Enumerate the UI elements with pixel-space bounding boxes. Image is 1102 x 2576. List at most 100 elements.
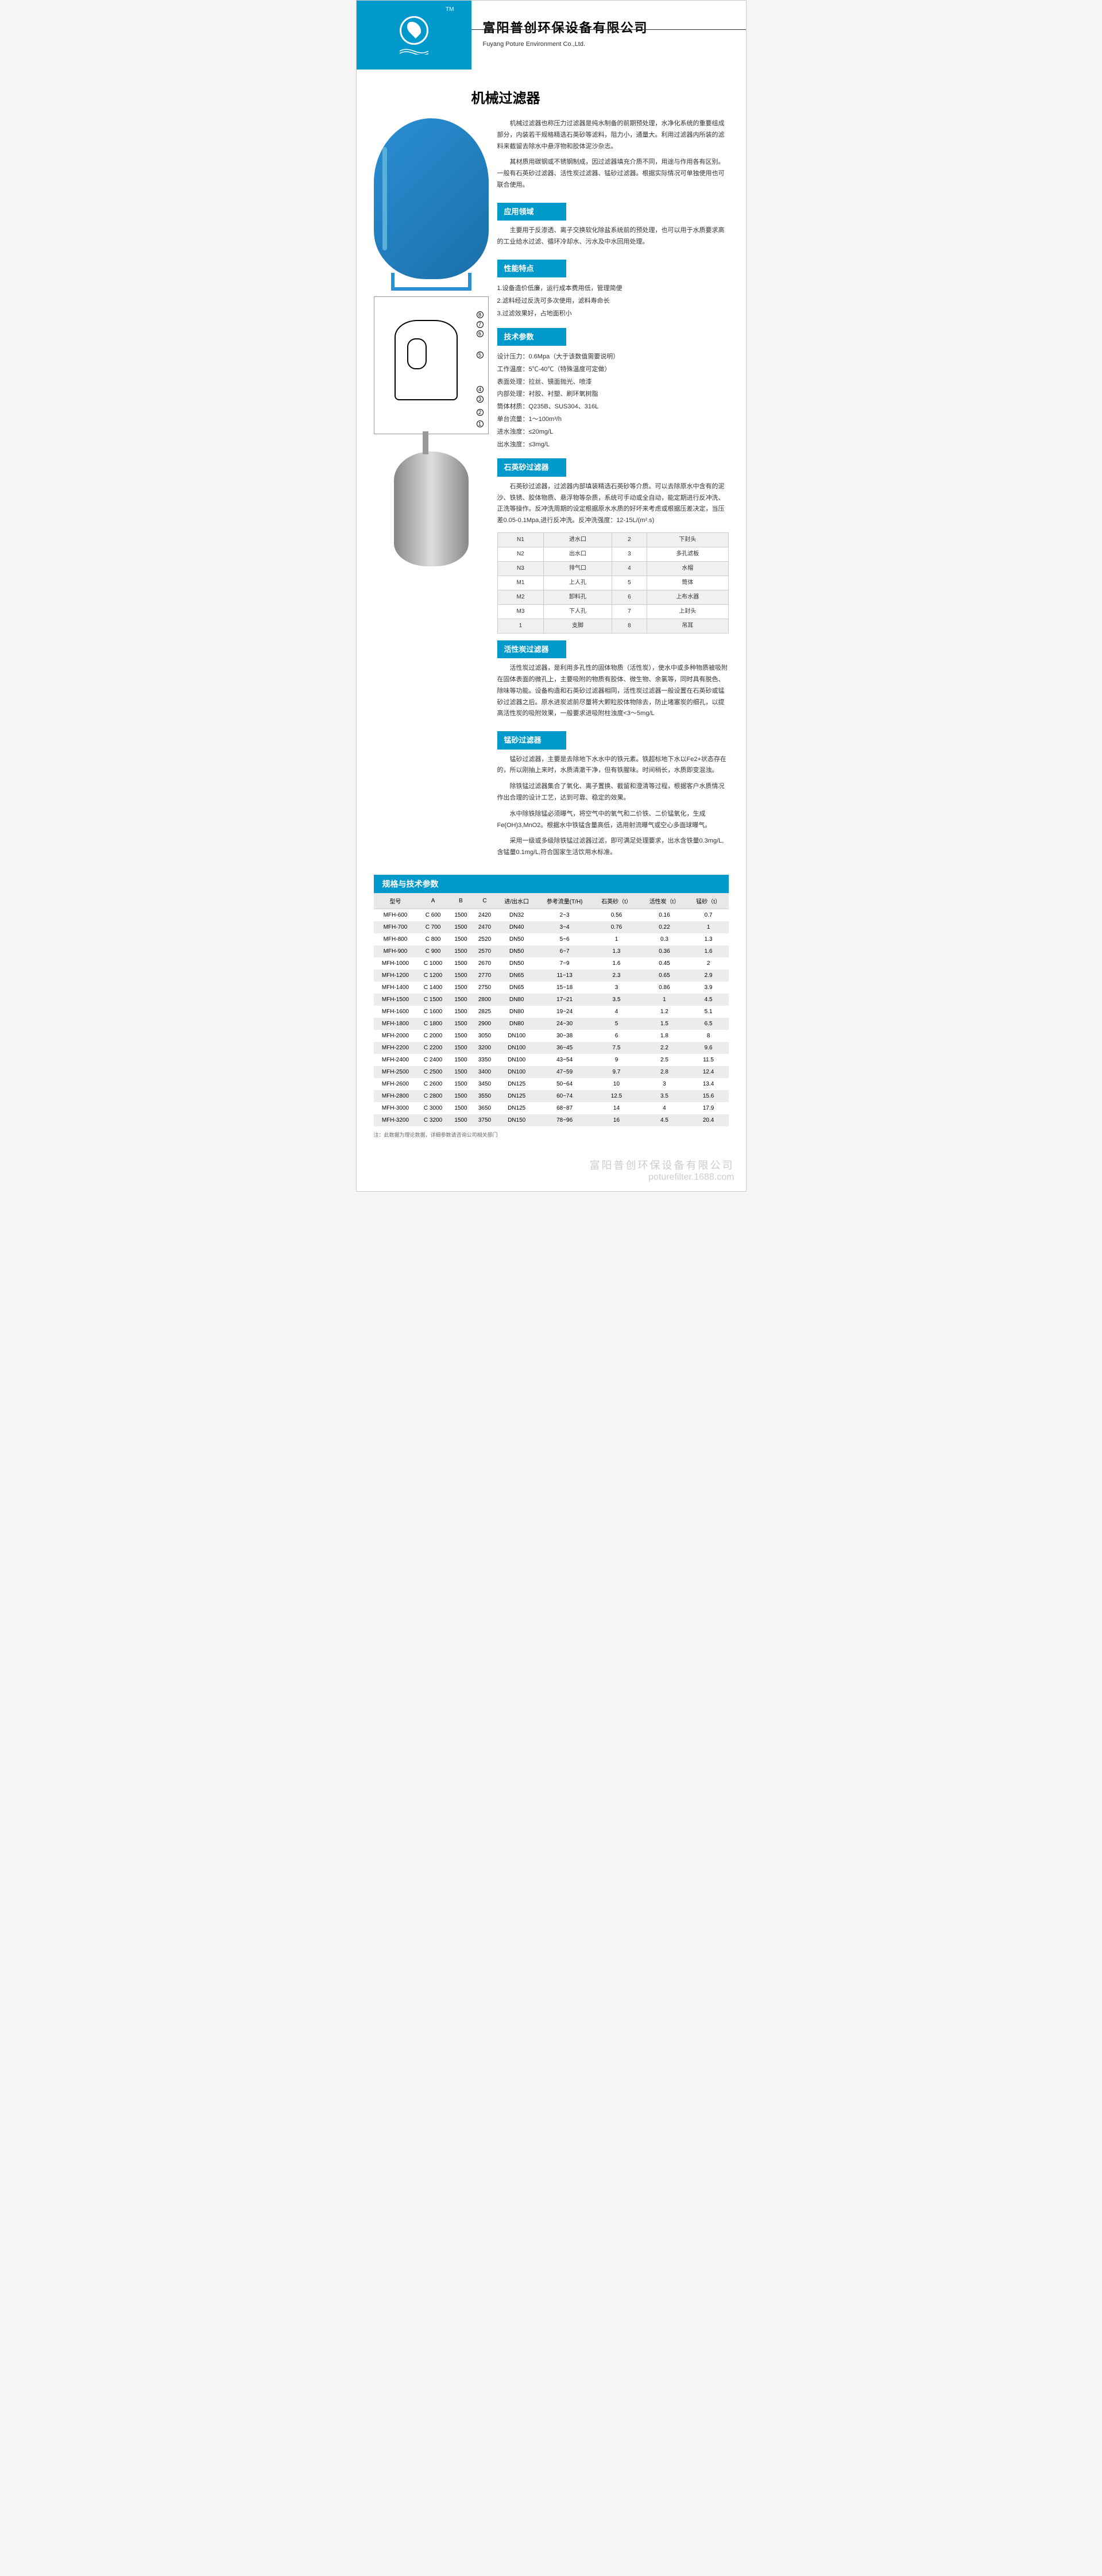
specs-cell: 2900 bbox=[473, 1018, 497, 1030]
specs-cell: 47~59 bbox=[537, 1066, 593, 1078]
specs-cell: 13.4 bbox=[689, 1078, 729, 1090]
ports-cell: 8 bbox=[612, 619, 647, 633]
specs-cell: 2420 bbox=[473, 909, 497, 922]
ports-cell: 下人孔 bbox=[544, 604, 612, 619]
specs-cell: MFH-2600 bbox=[374, 1078, 417, 1090]
technical-diagram: 8 7 6 5 4 3 2 1 bbox=[374, 296, 489, 434]
specs-row: MFH-1600C 160015002825DN8019~2441.25.1 bbox=[374, 1006, 729, 1018]
specs-cell: 1 bbox=[640, 994, 688, 1006]
specs-cell: 1500 bbox=[449, 1066, 473, 1078]
specs-cell: 1500 bbox=[449, 1102, 473, 1114]
specs-cell: C 3000 bbox=[417, 1102, 448, 1114]
specs-cell: C 1500 bbox=[417, 994, 448, 1006]
specs-cell: 1500 bbox=[449, 909, 473, 922]
specs-cell: DN125 bbox=[497, 1078, 537, 1090]
content-area: 机械过滤器 8 7 6 5 4 3 2 1 bbox=[357, 69, 746, 1154]
ports-cell: 吊耳 bbox=[647, 619, 728, 633]
section-text: 活性炭过滤器，是利用多孔性的固体物质（活性炭），使水中或多种物质被吸附在固体表面… bbox=[497, 663, 729, 720]
specs-cell: C 900 bbox=[417, 945, 448, 957]
specs-header-cell: 参考流量(T/H) bbox=[537, 893, 593, 909]
tech-param-line: 工作温度：5℃-40℃（特殊温度可定做） bbox=[497, 364, 729, 376]
section-text: 除铁锰过滤器集合了氧化、离子置换、截留和澄清等过程，根据客户水质情况作出合理的设… bbox=[497, 781, 729, 804]
specs-cell: 10 bbox=[593, 1078, 640, 1090]
intro-paragraph: 其材质用碳钢或不锈钢制成，因过滤器填充介质不同，用途与作用各有区别。一般有石英砂… bbox=[497, 157, 729, 191]
ports-row: M2卸料孔6上布水器 bbox=[497, 590, 728, 604]
diagram-callout: 4 bbox=[477, 386, 484, 393]
specs-cell: 1.3 bbox=[593, 945, 640, 957]
specs-cell: 12.5 bbox=[593, 1090, 640, 1102]
ports-cell: 卸料孔 bbox=[544, 590, 612, 604]
ports-cell: 出水口 bbox=[544, 547, 612, 561]
ports-cell: 3 bbox=[612, 547, 647, 561]
specs-cell: 3450 bbox=[473, 1078, 497, 1090]
specs-cell: 4 bbox=[593, 1006, 640, 1018]
specs-cell: 2520 bbox=[473, 933, 497, 945]
specs-cell: 11~13 bbox=[537, 970, 593, 982]
specs-cell: 9 bbox=[593, 1054, 640, 1066]
specs-cell: 17~21 bbox=[537, 994, 593, 1006]
specs-cell: 3 bbox=[640, 1078, 688, 1090]
product-page: TM 富阳普创环保设备有限公司 Fuyang Poture Environmen… bbox=[356, 0, 747, 1192]
diagram-callout: 1 bbox=[477, 420, 484, 427]
specs-cell: 2570 bbox=[473, 945, 497, 957]
specs-cell: 2470 bbox=[473, 921, 497, 933]
ports-cell: 上布水器 bbox=[647, 590, 728, 604]
specs-cell: 4.5 bbox=[640, 1114, 688, 1126]
specs-cell: MFH-700 bbox=[374, 921, 417, 933]
specs-cell: 1500 bbox=[449, 1054, 473, 1066]
ports-cell: 6 bbox=[612, 590, 647, 604]
ports-row: M3下人孔7上封头 bbox=[497, 604, 728, 619]
feature-item: 1.设备造价低廉，运行成本费用低，管理简便 bbox=[497, 283, 729, 295]
specs-cell: 4 bbox=[640, 1102, 688, 1114]
specs-cell: DN80 bbox=[497, 1018, 537, 1030]
specs-cell: 15.6 bbox=[689, 1090, 729, 1102]
section-header-applications: 应用领域 bbox=[497, 203, 566, 221]
watermark-url: poturefilter.1688.com bbox=[368, 1172, 734, 1183]
ports-cell: 下封头 bbox=[647, 532, 728, 547]
product-photo-steel bbox=[374, 451, 489, 612]
specs-cell: 2770 bbox=[473, 970, 497, 982]
specs-cell: DN40 bbox=[497, 921, 537, 933]
specs-cell: DN50 bbox=[497, 945, 537, 957]
tech-param-line: 进水浊度：≤20mg/L bbox=[497, 427, 729, 438]
ports-cell: 上人孔 bbox=[544, 576, 612, 590]
specs-cell: C 700 bbox=[417, 921, 448, 933]
section-header-quartz: 石英砂过滤器 bbox=[497, 458, 566, 476]
specs-cell: 0.45 bbox=[640, 957, 688, 970]
ports-cell: N3 bbox=[497, 561, 544, 576]
ports-row: M1上人孔5筒体 bbox=[497, 576, 728, 590]
specs-cell: 1500 bbox=[449, 921, 473, 933]
specs-cell: 2.5 bbox=[640, 1054, 688, 1066]
specs-cell: 0.36 bbox=[640, 945, 688, 957]
specs-cell: MFH-1200 bbox=[374, 970, 417, 982]
specs-cell: 0.16 bbox=[640, 909, 688, 922]
specs-cell: 68~87 bbox=[537, 1102, 593, 1114]
diagram-callout: 5 bbox=[477, 352, 484, 358]
specs-cell: 2800 bbox=[473, 994, 497, 1006]
specs-cell: 2.2 bbox=[640, 1042, 688, 1054]
specs-cell: C 2800 bbox=[417, 1090, 448, 1102]
specs-cell: 3400 bbox=[473, 1066, 497, 1078]
specs-cell: 15~18 bbox=[537, 982, 593, 994]
specs-cell: 2825 bbox=[473, 1006, 497, 1018]
specs-cell: 0.76 bbox=[593, 921, 640, 933]
diagram-callout: 8 bbox=[477, 311, 484, 318]
section-text: 锰砂过滤器，主要是去除地下水水中的铁元素。铁超标地下水以Fe2+状态存在的，所以… bbox=[497, 754, 729, 777]
specs-header-cell: A bbox=[417, 893, 448, 909]
logo-waves-icon bbox=[397, 48, 431, 55]
ports-row: N2出水口3多孔滤板 bbox=[497, 547, 728, 561]
specs-header-cell: 活性炭（t） bbox=[640, 893, 688, 909]
specs-cell: 9.6 bbox=[689, 1042, 729, 1054]
specs-note: 注：此数据为理论数据，详细参数请咨询公司相关部门 bbox=[374, 1126, 729, 1143]
specs-row: MFH-1000C 100015002670DN507~91.60.452 bbox=[374, 957, 729, 970]
specs-cell: 2.9 bbox=[689, 970, 729, 982]
section-text: 石英砂过滤器，过滤器内部填装精选石英砂等介质。可以去除原水中含有的泥沙、铁锈、胶… bbox=[497, 481, 729, 527]
specs-row: MFH-3000C 300015003650DN12568~8714417.9 bbox=[374, 1102, 729, 1114]
specs-cell: MFH-800 bbox=[374, 933, 417, 945]
specs-cell: 2750 bbox=[473, 982, 497, 994]
ports-cell: M3 bbox=[497, 604, 544, 619]
section-header-manganese: 锰砂过滤器 bbox=[497, 731, 566, 749]
specs-cell: 9.7 bbox=[593, 1066, 640, 1078]
specs-cell: 1500 bbox=[449, 1090, 473, 1102]
specs-cell: 2.8 bbox=[640, 1066, 688, 1078]
